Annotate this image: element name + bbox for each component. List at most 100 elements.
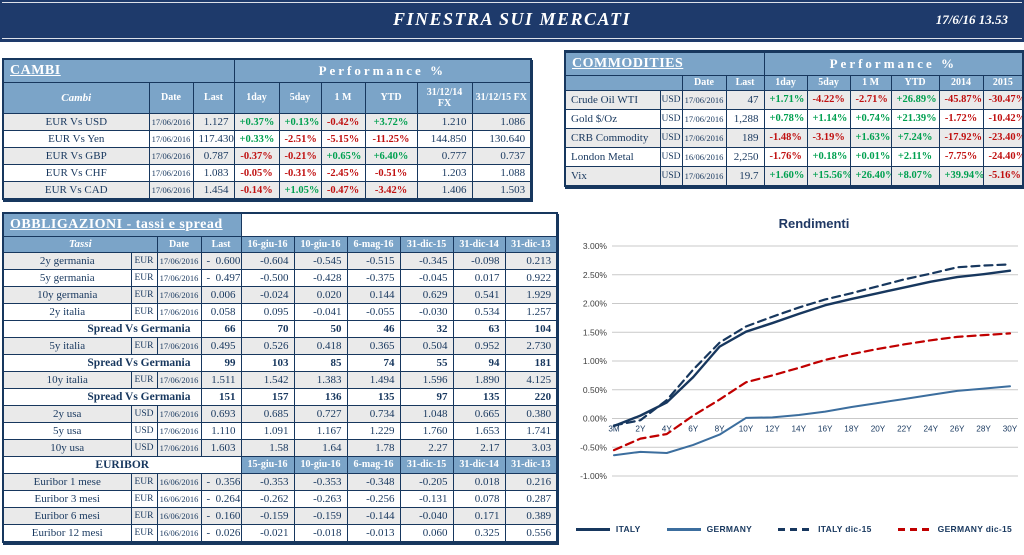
cell-date: 16/06/2016 bbox=[156, 523, 202, 543]
cell-value: 0.018 bbox=[452, 472, 506, 491]
column-header: 2015 bbox=[982, 75, 1024, 91]
cell-fx15: 130.640 bbox=[471, 130, 532, 148]
table-row: Crude Oil WTI USD 17/06/2016 47 +1.71% -4.22%… bbox=[564, 89, 1024, 110]
cell-value: 0.534 bbox=[452, 302, 506, 321]
cell-value: 0.418 bbox=[293, 336, 348, 355]
column-header: Date bbox=[156, 236, 202, 253]
cell-value: -0.144 bbox=[346, 506, 401, 525]
cell-perf: -5.16% bbox=[982, 165, 1024, 186]
column-header: 31/12/15 FX bbox=[471, 82, 532, 114]
cell-fx14: 1.406 bbox=[416, 181, 473, 200]
cell-value: 157 bbox=[240, 387, 295, 406]
svg-text:16Y: 16Y bbox=[818, 425, 833, 434]
cell-perf: +15.56% bbox=[806, 165, 851, 186]
column-header: Date bbox=[148, 82, 194, 114]
column-header: 6-mag-16 bbox=[346, 455, 401, 474]
legend-item: ITALY dic-15 bbox=[778, 524, 872, 534]
cell-currency: USD bbox=[659, 127, 683, 148]
svg-text:-1.00%: -1.00% bbox=[580, 471, 607, 481]
cell-pair: EUR Vs GBP bbox=[2, 147, 150, 165]
column-header: Last bbox=[200, 236, 242, 253]
svg-text:18Y: 18Y bbox=[844, 425, 859, 434]
table-row: 10y italia EUR 17/06/2016 1.511 1.542 1.383 1.… bbox=[2, 370, 558, 389]
column-header: Cambi bbox=[2, 82, 150, 114]
cell-perf: +0.33% bbox=[233, 130, 280, 148]
cell-last: 151 bbox=[200, 387, 242, 406]
euribor-header-row: EURIBOR 15-giu-16 10-giu-16 6-mag-16 31-dic-… bbox=[2, 455, 558, 474]
cell-last: 0.495 bbox=[200, 336, 242, 355]
header-divider bbox=[2, 38, 1022, 39]
cell-value: -0.159 bbox=[240, 506, 295, 525]
table-row: EUR Vs USD 17/06/2016 1.127 +0.37% +0.13% -0.… bbox=[2, 113, 532, 131]
cell-currency: USD bbox=[130, 421, 158, 440]
cell-value: 1.383 bbox=[293, 370, 348, 389]
cell-rate-name: 10y germania bbox=[2, 285, 132, 304]
cell-perf: -0.51% bbox=[364, 164, 418, 182]
section-title-cambi: CAMBI bbox=[2, 58, 235, 83]
cell-last: - 0.356 bbox=[200, 472, 242, 491]
svg-text:30Y: 30Y bbox=[1003, 425, 1018, 434]
svg-text:20Y: 20Y bbox=[871, 425, 886, 434]
column-header: YTD bbox=[364, 82, 418, 114]
cell-last: - 0.160 bbox=[200, 506, 242, 525]
section-title-text: COMMODITIES bbox=[572, 56, 684, 71]
legend-swatch bbox=[897, 527, 932, 531]
column-header-row: Tassi Date Last 16-giu-16 10-giu-16 6-mag-16 3… bbox=[2, 236, 558, 253]
legend-label: ITALY dic-15 bbox=[818, 524, 872, 534]
cell-value: 0.171 bbox=[452, 506, 506, 525]
cell-value: 50 bbox=[293, 319, 348, 338]
cell-perf: +0.13% bbox=[278, 113, 322, 131]
cell-value: -0.021 bbox=[240, 523, 295, 543]
header-datetime: 17/6/16 13.53 bbox=[935, 12, 1008, 27]
svg-text:6Y: 6Y bbox=[688, 425, 699, 434]
column-header: 5day bbox=[278, 82, 322, 114]
cell-perf: -45.87% bbox=[938, 89, 984, 110]
cell-date: 17/06/2016 bbox=[156, 438, 202, 457]
cell-perf: -17.92% bbox=[938, 127, 984, 148]
cell-rate-name: Euribor 3 mesi bbox=[2, 489, 132, 508]
column-header: 31-dic-15 bbox=[399, 455, 454, 474]
cell-value: 85 bbox=[293, 353, 348, 372]
svg-text:8Y: 8Y bbox=[715, 425, 726, 434]
cell-date: 17/06/2016 bbox=[148, 181, 194, 200]
column-header: 31-dic-13 bbox=[504, 236, 558, 253]
table-row: CRB Commodity USD 17/06/2016 189 -1.48% -3.19… bbox=[564, 127, 1024, 148]
cell-perf: +39.94% bbox=[938, 165, 984, 186]
cell-perf: +1.60% bbox=[763, 165, 808, 186]
cell-rate-name: 5y usa bbox=[2, 421, 132, 440]
cell-perf: +21.39% bbox=[890, 108, 940, 129]
cell-value: 0.504 bbox=[399, 336, 454, 355]
legend-swatch bbox=[778, 527, 813, 531]
cell-value: -0.500 bbox=[240, 268, 295, 287]
svg-text:2.00%: 2.00% bbox=[583, 299, 608, 309]
cell-value: 1.58 bbox=[240, 438, 295, 457]
cell-currency: EUR bbox=[130, 285, 158, 304]
cell-value: 0.734 bbox=[346, 404, 401, 423]
table-header-row: CAMBI Performance % bbox=[2, 58, 532, 83]
column-header bbox=[564, 75, 683, 91]
cell-value: 1.494 bbox=[346, 370, 401, 389]
cell-value: 32 bbox=[399, 319, 454, 338]
cell-value: 0.213 bbox=[504, 251, 558, 270]
table-row: EUR Vs GBP 17/06/2016 0.787 -0.37% -0.21% +0.… bbox=[2, 147, 532, 165]
cell-currency: USD bbox=[659, 165, 683, 186]
cell-value: 220 bbox=[504, 387, 558, 406]
cell-date: 17/06/2016 bbox=[681, 165, 727, 186]
cell-perf: -0.47% bbox=[320, 181, 366, 200]
cell-last: 1,288 bbox=[725, 108, 765, 129]
cell-fx15: 0.737 bbox=[471, 147, 532, 165]
cell-last: 47 bbox=[725, 89, 765, 110]
cell-date: 17/06/2016 bbox=[156, 268, 202, 287]
cell-pair: EUR Vs CHF bbox=[2, 164, 150, 182]
cell-perf: -0.31% bbox=[278, 164, 322, 182]
cell-value: 0.922 bbox=[504, 268, 558, 287]
chart-title: Rendimenti bbox=[778, 216, 850, 231]
cell-value: 46 bbox=[346, 319, 401, 338]
cell-fx14: 144.850 bbox=[416, 130, 473, 148]
cell-perf: +1.71% bbox=[763, 89, 808, 110]
spread-row: Spread Vs Germania 151 157 136 135 97 135 220 bbox=[2, 387, 558, 406]
cell-fx15: 1.086 bbox=[471, 113, 532, 131]
cell-perf: -0.05% bbox=[233, 164, 280, 182]
svg-text:2.50%: 2.50% bbox=[583, 270, 608, 280]
